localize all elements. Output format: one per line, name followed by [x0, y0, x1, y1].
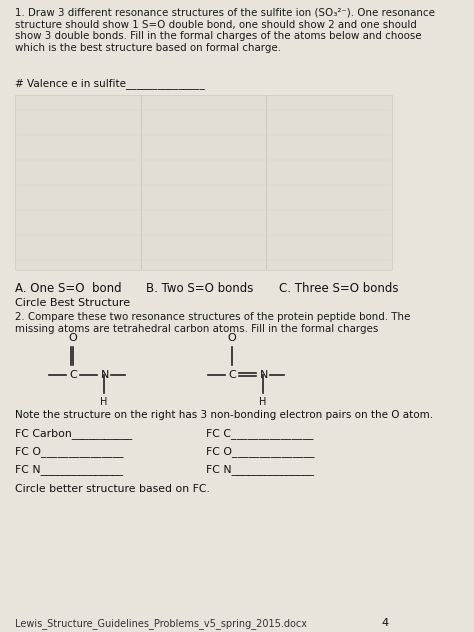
Text: N: N	[260, 370, 268, 380]
Text: 1. Draw 3 different resonance structures of the sulfite ion (SO₃²⁻). One resonan: 1. Draw 3 different resonance structures…	[16, 8, 436, 53]
FancyBboxPatch shape	[16, 95, 141, 270]
Text: H: H	[259, 397, 267, 407]
Text: 4: 4	[382, 618, 389, 628]
Text: C: C	[69, 370, 77, 380]
Text: FC O_______________: FC O_______________	[206, 446, 315, 457]
Text: FC N_______________: FC N_______________	[206, 464, 314, 475]
FancyBboxPatch shape	[266, 95, 392, 270]
Text: O: O	[69, 333, 77, 343]
Text: A. One S=O  bond: A. One S=O bond	[16, 282, 122, 295]
Text: Note the structure on the right has 3 non-bonding electron pairs on the O atom.: Note the structure on the right has 3 no…	[16, 410, 434, 420]
Text: FC Carbon___________: FC Carbon___________	[16, 428, 133, 439]
Text: N: N	[100, 370, 109, 380]
Text: FC N_______________: FC N_______________	[16, 464, 124, 475]
Text: C: C	[228, 370, 236, 380]
Text: Circle Best Structure: Circle Best Structure	[16, 298, 131, 308]
Text: C. Three S=O bonds: C. Three S=O bonds	[279, 282, 399, 295]
Text: FC C_______________: FC C_______________	[206, 428, 314, 439]
Text: # Valence e in sulfite_______________: # Valence e in sulfite_______________	[16, 78, 205, 89]
Text: Circle better structure based on FC.: Circle better structure based on FC.	[16, 484, 210, 494]
Text: B. Two S=O bonds: B. Two S=O bonds	[146, 282, 254, 295]
FancyBboxPatch shape	[141, 95, 266, 270]
Text: Lewis_Structure_Guidelines_Problems_v5_spring_2015.docx: Lewis_Structure_Guidelines_Problems_v5_s…	[16, 618, 308, 629]
Text: 2. Compare these two resonance structures of the protein peptide bond. The
missi: 2. Compare these two resonance structure…	[16, 312, 411, 334]
Text: FC O_______________: FC O_______________	[16, 446, 124, 457]
Text: O: O	[228, 333, 237, 343]
Text: H: H	[100, 397, 108, 407]
